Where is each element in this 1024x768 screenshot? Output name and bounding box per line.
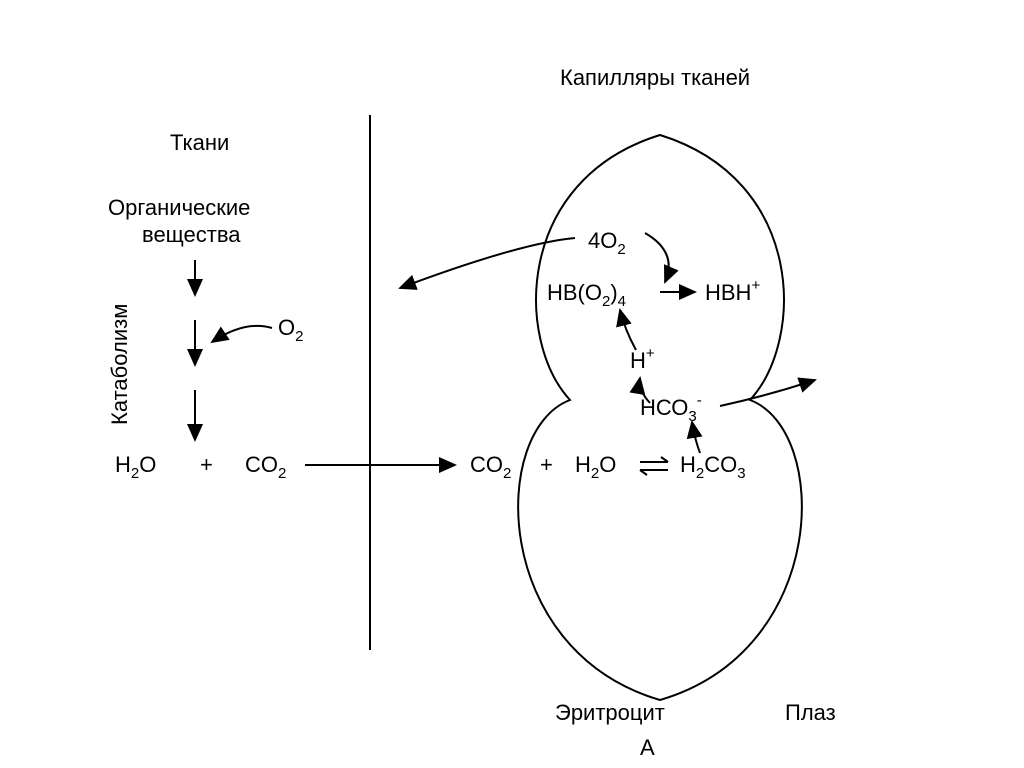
label-o2-left: O2 <box>278 315 303 345</box>
arrow-o2_to_tissue <box>212 326 272 342</box>
straight-arrows-group <box>195 260 695 465</box>
arrow-h_to_hbo2 <box>620 310 636 350</box>
label-organic-2: вещества <box>142 222 241 247</box>
label-organic-1: Органические <box>108 195 250 220</box>
label-figure-a: А <box>640 735 655 760</box>
label-co2-mid: CO2 <box>470 452 511 482</box>
label-4o2: 4O2 <box>588 228 626 258</box>
label-catabolism: Катаболизм <box>107 304 132 425</box>
label-hb-o2-4: НВ(O2)4 <box>547 280 626 310</box>
arrow-hbo2_to_4o2 <box>645 233 669 282</box>
label-plus-mid: + <box>540 452 553 477</box>
label-h2o-mid: H2O <box>575 452 616 482</box>
label-plus-left: + <box>200 452 213 477</box>
arrow-hco3_out <box>720 380 815 406</box>
label-tissues: Ткани <box>170 130 229 155</box>
label-hco3-minus: НСО3- <box>640 392 702 425</box>
label-co2-left: CO2 <box>245 452 286 482</box>
label-h2co3: H2CO3 <box>680 452 746 482</box>
label-h2o-left: H2O <box>115 452 156 482</box>
title-capillaries: Капилляры тканей <box>560 65 750 90</box>
arrow-h2co3_to_hco3 <box>692 422 700 453</box>
equilibrium-arrow <box>640 457 668 475</box>
label-plasma: Плаз <box>785 700 836 725</box>
label-hbh-plus: НВН+ <box>705 277 760 305</box>
label-erythrocyte: Эритроцит <box>555 700 665 725</box>
label-h-plus: Н+ <box>630 345 655 373</box>
